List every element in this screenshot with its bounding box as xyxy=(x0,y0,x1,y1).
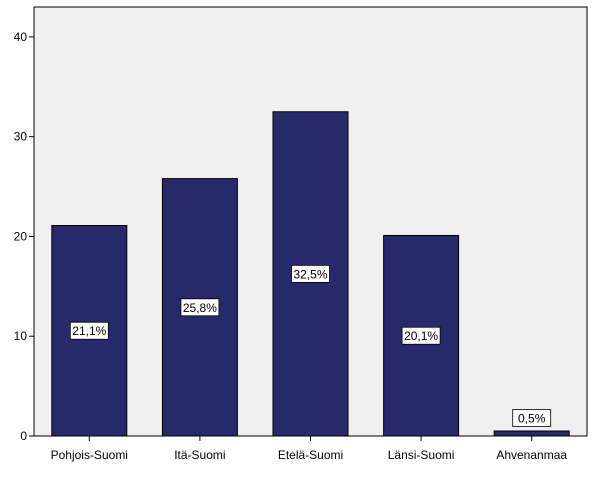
data-label: 32,5% xyxy=(293,267,327,281)
data-label-box xyxy=(401,326,441,345)
x-tick-label: Ahvenanmaa xyxy=(496,448,567,462)
y-tick-label: 0 xyxy=(20,429,27,443)
x-tick-label: Itä-Suomi xyxy=(174,448,225,462)
y-tick-label: 10 xyxy=(14,329,28,343)
x-tick-label: Pohjois-Suomi xyxy=(51,448,128,462)
data-label: 21,1% xyxy=(72,324,106,338)
x-tick-label: Länsi-Suomi xyxy=(388,448,455,462)
x-tick-label: Etelä-Suomi xyxy=(278,448,343,462)
data-label-box xyxy=(512,409,552,427)
data-label: 20,1% xyxy=(404,329,438,343)
data-label-box xyxy=(69,321,109,340)
data-label-box xyxy=(180,298,220,317)
bar-5 xyxy=(493,430,570,437)
data-label: 25,8% xyxy=(183,301,217,315)
data-label-box xyxy=(291,264,330,283)
y-tick-label: 40 xyxy=(14,30,28,44)
y-tick-label: 20 xyxy=(14,229,28,243)
data-label: 0,5% xyxy=(518,412,546,426)
y-tick-label: 30 xyxy=(14,130,28,144)
